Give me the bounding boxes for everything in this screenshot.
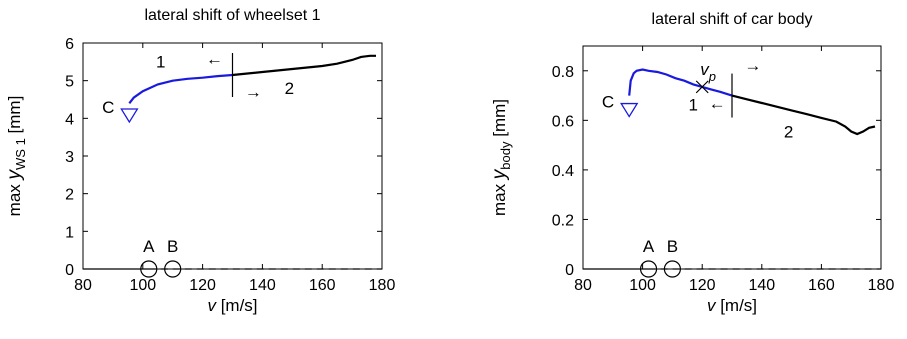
series-2 — [731, 94, 876, 136]
vp-label: vp — [700, 60, 716, 84]
y-tick-label: 1 — [65, 224, 74, 241]
point-C-label: C — [602, 93, 614, 112]
point-A-marker — [639, 260, 658, 278]
point-B-label: B — [167, 237, 178, 256]
point-A-label: A — [143, 237, 155, 256]
y-axis-subscript: body — [498, 141, 513, 170]
y-tick-label: 0.6 — [552, 113, 574, 130]
x-tick-label: 180 — [868, 277, 895, 294]
point-A-label: A — [643, 237, 655, 256]
x-tick-label: 160 — [309, 277, 336, 294]
branch-2-label: 2 — [285, 79, 294, 98]
y-axis-variable: y — [4, 168, 25, 181]
x-axis-unit: [m/s] — [715, 296, 757, 315]
x-tick-label: 100 — [629, 277, 656, 294]
x-axis-label: v [m/s] — [707, 296, 757, 315]
series-1 — [628, 68, 733, 97]
y-axis-variable: y — [489, 168, 510, 181]
y-axis-label: max ybody [mm] — [489, 99, 513, 216]
y-axis-label: max yWS 1 [mm] — [4, 96, 28, 217]
y-tick-label: 4 — [65, 111, 74, 128]
x-tick-label: 140 — [249, 277, 276, 294]
x-axis-variable: v — [707, 296, 717, 315]
x-tick-label: 160 — [808, 277, 835, 294]
series-1 — [128, 73, 233, 104]
y-tick-label: 3 — [65, 149, 74, 166]
x-axis-unit: [m/s] — [216, 296, 258, 315]
x-axis-label: v [m/s] — [207, 296, 257, 315]
x-tick-label: 100 — [129, 277, 156, 294]
point-B-marker — [164, 260, 182, 278]
series-2 — [232, 54, 376, 77]
x-tick-label: 140 — [748, 277, 775, 294]
y-tick-label: 2 — [65, 187, 74, 204]
y-axis-subscript: WS 1 — [13, 138, 28, 170]
point-B-label: B — [667, 237, 678, 256]
arrow-right-label: → — [245, 83, 262, 102]
branch-1-label: 1 — [156, 52, 165, 71]
y-axis-unit: [mm] — [5, 96, 24, 139]
y-tick-label: 0 — [565, 262, 574, 279]
x-axis-variable: v — [207, 296, 217, 315]
chart-title: lateral shift of wheelset 1 — [144, 7, 320, 24]
y-axis-prefix: max — [490, 179, 509, 216]
y-tick-label: 0 — [65, 262, 74, 279]
axes-box — [582, 45, 882, 270]
branch-1-label: 1 — [689, 95, 698, 114]
x-tick-label: 80 — [574, 277, 592, 294]
arrow-right-label: → — [744, 56, 761, 75]
x-tick-label: 180 — [369, 277, 396, 294]
y-tick-label: 0.8 — [552, 64, 574, 81]
vp-variable: v — [700, 60, 710, 79]
point-B-marker — [663, 260, 682, 278]
point-C-label: C — [102, 98, 114, 117]
x-tick-label: 120 — [689, 277, 716, 294]
arrow-left-label: ← — [709, 94, 726, 113]
y-axis-unit: [mm] — [490, 99, 509, 142]
x-tick-label: 80 — [74, 277, 92, 294]
point-C-marker — [120, 108, 139, 124]
vp-cross-marker — [695, 80, 709, 94]
y-tick-label: 0.2 — [552, 212, 574, 229]
chart-1: lateral shift of wheelset 180 100 120 140 16… — [4, 7, 395, 315]
y-tick-label: 0.4 — [552, 163, 574, 180]
arrow-left-label: ← — [206, 49, 223, 68]
point-C-marker — [620, 102, 639, 118]
point-A-marker — [140, 260, 158, 278]
y-tick-label: 5 — [65, 74, 74, 91]
branch-2-label: 2 — [784, 123, 793, 142]
x-tick-label: 120 — [189, 277, 216, 294]
y-axis-prefix: max — [5, 179, 24, 216]
chart-title: lateral shift of car body — [652, 11, 813, 28]
y-tick-label: 6 — [65, 36, 74, 53]
vp-subscript: p — [708, 69, 716, 84]
